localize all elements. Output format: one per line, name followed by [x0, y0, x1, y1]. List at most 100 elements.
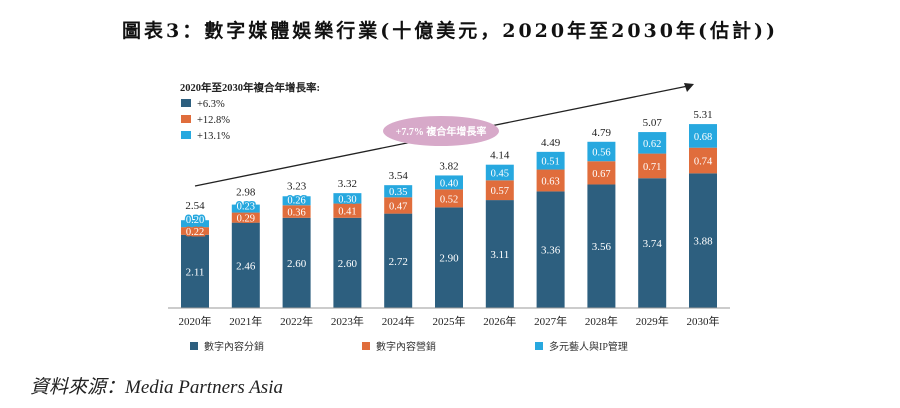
- cagr-legend-title: 2020年至2030年複合年增長率:: [180, 81, 320, 94]
- cagr-legend-label: +13.1%: [197, 131, 230, 142]
- bar-segment: [435, 175, 463, 190]
- bar-value-label: 0.68: [694, 132, 712, 143]
- x-tick-label: 2023年: [331, 314, 364, 328]
- cagr-legend-swatch: [181, 115, 191, 123]
- x-tick-label: 2026年: [483, 314, 516, 328]
- bar-segment: [333, 203, 362, 218]
- bar-value-label: 0.20: [186, 215, 204, 226]
- total-label: 2.98: [236, 187, 256, 199]
- bar-segment: [384, 185, 413, 198]
- x-tick-label: 2027年: [534, 314, 567, 328]
- bar-value-label: 0.40: [440, 178, 458, 189]
- x-tick-label: 2028年: [585, 314, 618, 328]
- bar-segment: [333, 217, 362, 308]
- total-label: 5.07: [643, 117, 663, 129]
- bar-value-label: 3.88: [693, 236, 713, 248]
- x-tick-label: 2021年: [229, 314, 262, 328]
- x-tick-label: 2030年: [687, 314, 720, 328]
- cagr-legend-swatch: [181, 131, 191, 139]
- cagr-legend-swatch: [181, 99, 191, 107]
- total-label: 3.23: [287, 181, 307, 193]
- bar-value-label: 3.11: [490, 249, 509, 261]
- legend-label: 多元藝人與IP管理: [549, 340, 628, 353]
- bar-value-label: 0.62: [643, 139, 661, 150]
- legend-swatch: [535, 342, 543, 350]
- total-label: 4.79: [592, 127, 612, 139]
- bar-value-label: 3.36: [541, 245, 561, 257]
- bar-value-label: 0.74: [694, 157, 713, 168]
- total-label: 3.82: [439, 160, 458, 172]
- bar-segment: [485, 164, 514, 181]
- total-label: 4.49: [541, 137, 561, 149]
- bar-value-label: 3.56: [592, 241, 612, 253]
- bar-value-label: 0.36: [287, 208, 305, 219]
- trend-label: +7.7% 複合年增長率: [396, 125, 487, 138]
- bar-segment: [181, 234, 209, 308]
- bar-value-label: 0.35: [389, 187, 407, 198]
- bar-value-label: 2.11: [186, 266, 205, 278]
- x-tick-label: 2025年: [433, 314, 466, 328]
- x-tick-label: 2029年: [636, 314, 669, 328]
- bar-value-label: 3.74: [643, 238, 663, 250]
- legend-label: 數字內容營銷: [376, 340, 436, 353]
- total-label: 3.32: [338, 178, 357, 190]
- bar-value-label: 0.41: [338, 207, 356, 218]
- bar-value-label: 2.90: [439, 253, 459, 265]
- bar-segment: [333, 193, 362, 204]
- bar-segment: [587, 184, 616, 308]
- x-tick-label: 2022年: [280, 314, 313, 328]
- bar-value-label: 0.67: [592, 169, 610, 180]
- bar-segment: [181, 227, 209, 235]
- bar-segment: [536, 151, 565, 170]
- bar-segment: [689, 173, 717, 308]
- cagr-legend-label: +6.3%: [197, 99, 225, 110]
- bar-value-label: 2.60: [287, 258, 307, 270]
- bar-value-label: 0.57: [491, 186, 509, 197]
- bar-value-label: 0.22: [186, 227, 204, 238]
- legend-swatch: [362, 342, 370, 350]
- total-label: 5.31: [693, 109, 712, 121]
- bar-segment: [282, 196, 311, 206]
- x-tick-label: 2024年: [382, 314, 415, 328]
- bar-value-label: 0.51: [541, 157, 559, 168]
- total-label: 3.54: [389, 170, 409, 182]
- legend-swatch: [190, 342, 198, 350]
- trend-arrowhead-icon: [684, 83, 694, 92]
- trend-label-bubble: [383, 116, 499, 146]
- bar-value-label: 0.47: [389, 201, 407, 212]
- bar-segment: [689, 147, 717, 174]
- bar-segment: [587, 141, 616, 162]
- cagr-legend-label: +12.8%: [197, 115, 230, 126]
- legend-label: 數字內容分銷: [204, 340, 264, 353]
- bar-segment: [231, 222, 260, 308]
- bar-segment: [485, 200, 514, 308]
- bar-segment: [181, 220, 209, 228]
- chart-title: 圖表3：數字媒體娛樂行業(十億美元，2020年至2030年(估計)): [122, 20, 778, 42]
- bar-segment: [689, 124, 717, 148]
- total-label: 4.14: [490, 150, 510, 162]
- x-tick-label: 2020年: [179, 314, 212, 328]
- bar-value-label: 0.71: [643, 162, 661, 173]
- bar-value-label: 2.60: [338, 258, 358, 270]
- source-note: 資料來源：Media Partners Asia: [30, 377, 283, 398]
- bar-segment: [231, 212, 260, 223]
- bar-value-label: 0.26: [287, 196, 305, 207]
- bar-value-label: 2.72: [389, 256, 408, 268]
- bar-segment: [536, 191, 565, 308]
- bar-segment: [282, 217, 311, 308]
- bar-value-label: 0.63: [541, 176, 559, 187]
- bar-segment: [638, 178, 667, 308]
- bar-segment: [384, 197, 413, 214]
- total-label: 2.54: [185, 200, 205, 212]
- bar-segment: [638, 153, 667, 179]
- bar-value-label: 0.29: [237, 214, 255, 225]
- bar-segment: [231, 204, 260, 213]
- bar-value-label: 0.56: [592, 148, 610, 159]
- bar-segment: [485, 180, 514, 201]
- bar-segment: [384, 213, 413, 308]
- bar-value-label: 0.30: [338, 194, 356, 205]
- bar-value-label: 0.52: [440, 194, 458, 205]
- bar-value-label: 0.23: [237, 202, 255, 213]
- bar-segment: [435, 207, 463, 308]
